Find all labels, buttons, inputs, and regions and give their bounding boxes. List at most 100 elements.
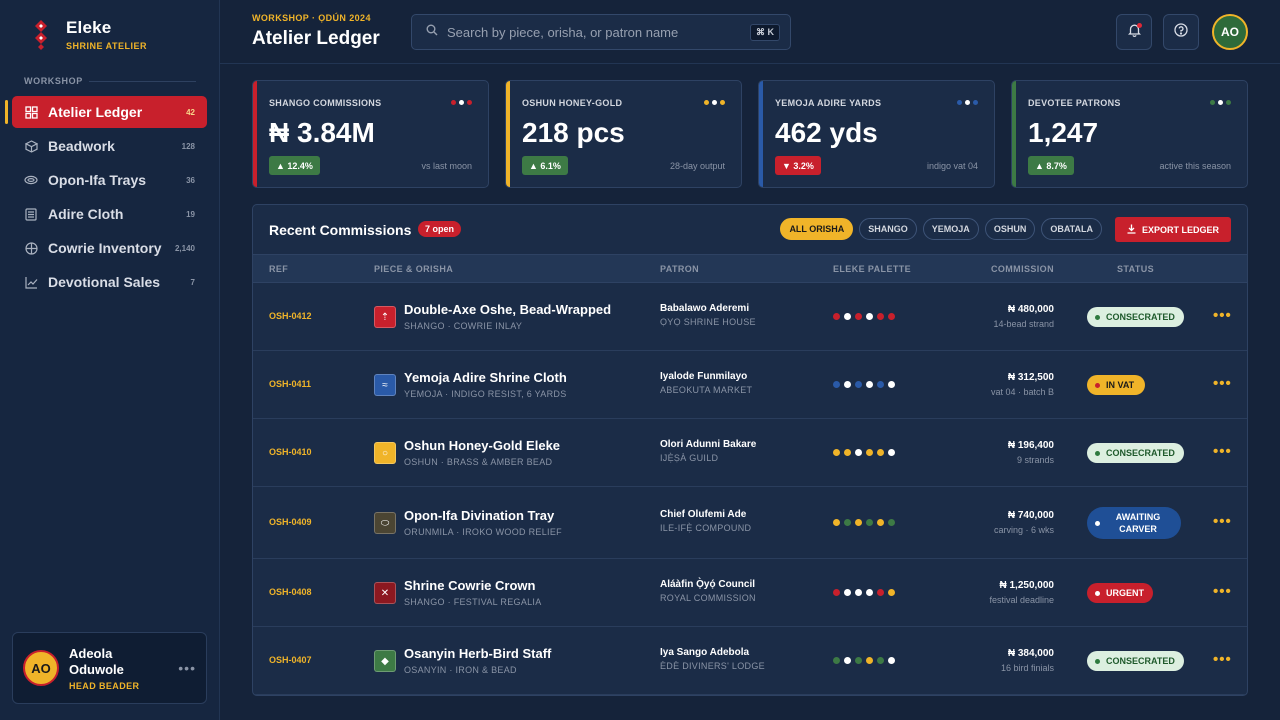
commission-detail: vat 04 · batch B (990, 387, 1054, 397)
filter-chip-all[interactable]: ALL ORISHA (780, 218, 854, 240)
stat-label: DEVOTEE PATRONS (1028, 98, 1121, 108)
sidebar-item-devotional-sales[interactable]: Devotional Sales 7 (12, 266, 207, 298)
sidebar-item-opon-ifa-trays[interactable]: Opon-Ifa Trays 36 (12, 164, 207, 196)
bead-dot (877, 381, 884, 388)
column-header-status[interactable]: STATUS (1117, 264, 1155, 274)
row-actions-button[interactable]: ••• (1213, 583, 1232, 600)
table-row[interactable]: OSH-0407 ◆ Osanyin Herb-Bird Staff OSANY… (253, 627, 1247, 695)
stat-label: OSHUN HONEY-GOLD (522, 98, 623, 108)
user-avatar[interactable]: AO (1212, 14, 1248, 50)
piece-name[interactable]: Opon-Ifa Divination Tray (404, 508, 555, 523)
chart-icon (24, 275, 38, 289)
row-actions-button[interactable]: ••• (1213, 513, 1232, 530)
bead-dot (855, 657, 862, 664)
help-button[interactable] (1163, 14, 1199, 50)
row-actions-button[interactable]: ••• (1213, 375, 1232, 392)
grid-icon (24, 105, 38, 119)
sidebar-item-count: 128 (181, 141, 195, 151)
bead-dot (704, 100, 709, 105)
axe-icon: ⇡ (374, 306, 396, 328)
row-actions-button[interactable]: ••• (1213, 651, 1232, 668)
bead-dot (833, 449, 840, 456)
patron-detail: ÈDÈ DIVINERS' LODGE (660, 661, 765, 671)
piece-name[interactable]: Oshun Honey-Gold Eleke (404, 438, 561, 453)
eleke-palette (833, 519, 895, 526)
table-row[interactable]: OSH-0412 ⇡ Double-Axe Oshe, Bead-Wrapped… (253, 283, 1247, 351)
row-ref[interactable]: OSH-0409 (269, 517, 312, 527)
bead-dot (957, 100, 962, 105)
row-ref[interactable]: OSH-0408 (269, 587, 312, 597)
cube-icon (24, 139, 38, 153)
bell-icon (1127, 23, 1141, 42)
piece-name[interactable]: Yemoja Adire Shrine Cloth (404, 370, 567, 385)
commissions-panel: Recent Commissions 7 open ALL ORISHA SHA… (252, 204, 1248, 696)
filter-chip-shango[interactable]: SHANGO (859, 218, 917, 240)
column-header-ref[interactable]: REF (269, 264, 289, 274)
table-row[interactable]: OSH-0410 ○ Oshun Honey-Gold Eleke OSHUN … (253, 419, 1247, 487)
sidebar-item-beadwork[interactable]: Beadwork 128 (12, 130, 207, 162)
bead-dot (855, 313, 862, 320)
row-ref[interactable]: OSH-0411 (269, 379, 312, 389)
stat-card-shango[interactable]: SHANGO COMMISSIONS ₦ 3.84M ▲ 12.4% vs la… (252, 80, 489, 188)
bead-dot (888, 449, 895, 456)
stat-note: 28-day output (669, 161, 725, 171)
table-row[interactable]: OSH-0409 ⬭ Opon-Ifa Divination Tray ORUN… (253, 487, 1247, 559)
table-row[interactable]: OSH-0408 ✕ Shrine Cowrie Crown SHANGO · … (253, 559, 1247, 627)
column-header-patron[interactable]: PATRON (660, 264, 700, 274)
stat-card-yemoja[interactable]: YEMOJA ADIRE YARDS 462 yds ▼ 3.2% indigo… (758, 80, 995, 188)
filter-chip-oshun[interactable]: OSHUN (984, 218, 1036, 240)
column-header-piece[interactable]: PIECE & ORISHA (374, 264, 454, 274)
bead-dot (877, 449, 884, 456)
piece-name[interactable]: Osanyin Herb-Bird Staff (404, 646, 552, 661)
sidebar-item-atelier-ledger[interactable]: Atelier Ledger 42 (5, 96, 207, 128)
status-badge: AWAITING CARVER (1087, 507, 1181, 539)
notifications-button[interactable] (1116, 14, 1152, 50)
bead-dot (712, 100, 717, 105)
sidebar-item-label: Opon-Ifa Trays (48, 172, 147, 188)
patron-name: Aláàfin Ọ̀yọ́ Council (660, 579, 756, 590)
page-title: Atelier Ledger (252, 28, 380, 49)
patron-detail: IJẸ̀ṢÀ GUILD (660, 453, 719, 463)
eleke-palette (833, 313, 895, 320)
sidebar-item-adire-cloth[interactable]: Adire Cloth 19 (12, 198, 207, 230)
stat-card-patrons[interactable]: DEVOTEE PATRONS 1,247 ▲ 8.7% active this… (1011, 80, 1248, 188)
export-ledger-button[interactable]: EXPORT LEDGER (1115, 217, 1231, 242)
patron-name: Chief Olufemi Ade (660, 509, 747, 520)
bead-dot (973, 100, 978, 105)
profile-name: Adeola Oduwole (69, 645, 124, 677)
column-header-commission[interactable]: COMMISSION (990, 264, 1054, 274)
commission-amount: ₦ 384,000 (1007, 648, 1054, 659)
search-input[interactable] (447, 24, 750, 40)
filter-chip-yemoja[interactable]: YEMOJA (922, 218, 979, 240)
piece-name[interactable]: Shrine Cowrie Crown (404, 578, 536, 593)
eleke-palette (833, 589, 895, 596)
card-accent (759, 81, 763, 187)
shortcut-hint: ⌘ K (750, 23, 780, 41)
user-profile-card[interactable]: AO Adeola Oduwole HEAD BEADER ••• (12, 632, 207, 704)
search-bar[interactable]: ⌘ K (411, 14, 791, 50)
bead-dot (844, 657, 851, 664)
status-label: CONSECRATED (1106, 312, 1175, 322)
table-header: REF PIECE & ORISHA PATRON ELEKE PALETTE … (253, 254, 1247, 283)
filter-chip-obatala[interactable]: OBATALA (1041, 218, 1102, 240)
table-row[interactable]: OSH-0411 ≈ Yemoja Adire Shrine Cloth YEM… (253, 351, 1247, 419)
column-header-palette[interactable]: ELEKE PALETTE (833, 264, 912, 274)
bead-dot (1226, 100, 1231, 105)
stat-change-badge: ▲ 8.7% (1028, 156, 1074, 175)
card-accent (253, 81, 257, 187)
patron-name: Olori Adunni Bakare (660, 439, 757, 450)
piece-name[interactable]: Double-Axe Oshe, Bead-Wrapped (404, 302, 612, 317)
stat-card-oshun[interactable]: OSHUN HONEY-GOLD 218 pcs ▲ 6.1% 28-day o… (505, 80, 742, 188)
row-ref[interactable]: OSH-0410 (269, 447, 312, 457)
status-badge: CONSECRATED (1087, 307, 1184, 327)
more-options-icon[interactable]: ••• (178, 660, 196, 676)
row-ref[interactable]: OSH-0407 (269, 655, 312, 665)
commission-detail: carving · 6 wks (993, 525, 1054, 535)
row-actions-button[interactable]: ••• (1213, 443, 1232, 460)
row-ref[interactable]: OSH-0412 (269, 311, 312, 321)
status-dot (1095, 450, 1100, 456)
sidebar-item-cowrie-inventory[interactable]: Cowrie Inventory 2,140 (12, 232, 207, 264)
brand[interactable]: Eleke SHRINE ATELIER (30, 18, 147, 51)
row-actions-button[interactable]: ••• (1213, 307, 1232, 324)
bead-dot (1218, 100, 1223, 105)
